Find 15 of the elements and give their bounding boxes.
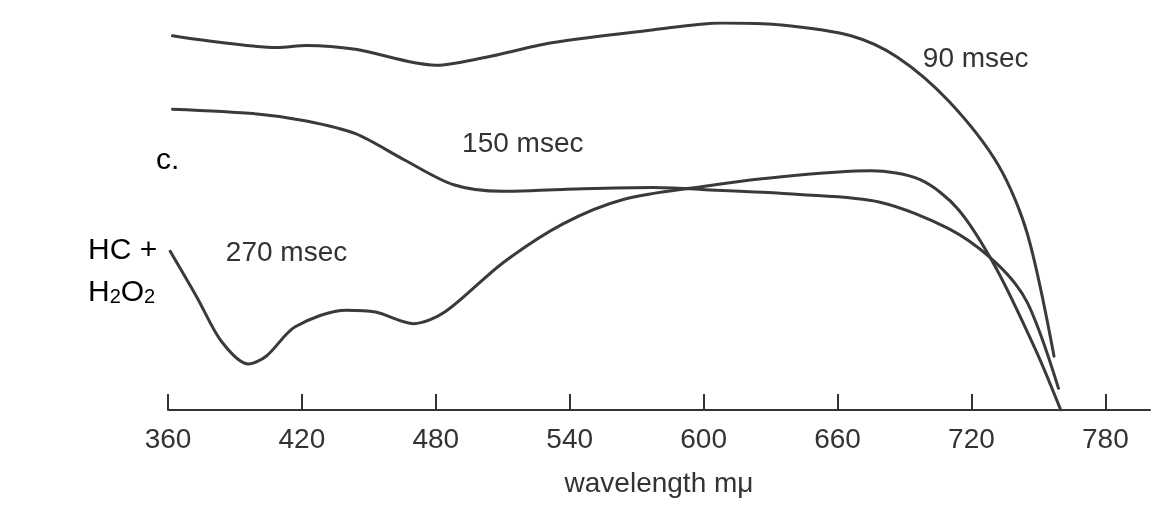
x-tick-label: 360 [144, 422, 192, 454]
x-tick-label: 480 [412, 422, 460, 454]
x-tick-label: 780 [1082, 422, 1129, 454]
text: HC + [88, 231, 158, 265]
x-tick-label: 600 [680, 422, 727, 454]
series-label: 150 msec [462, 126, 584, 158]
x-tick-label: 540 [546, 422, 594, 454]
x-tick-label: 660 [814, 422, 861, 454]
annotation: c. [156, 141, 180, 175]
series-label: 90 msec [922, 41, 1029, 73]
text: H2O2 [88, 273, 156, 307]
x-axis-title: wavelength mμ [563, 466, 754, 498]
series-label: 270 msec [225, 235, 348, 267]
x-tick-label: 720 [948, 422, 995, 454]
x-tick-label: 420 [278, 422, 326, 454]
